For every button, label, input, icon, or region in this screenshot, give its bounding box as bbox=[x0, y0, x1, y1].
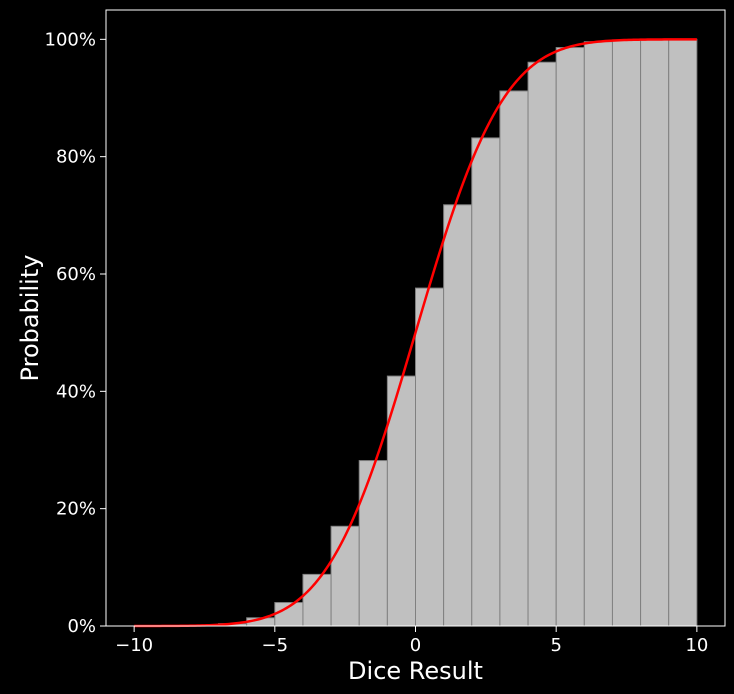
cdf-bar bbox=[640, 38, 670, 627]
cdf-bar bbox=[527, 61, 557, 627]
x-tick-label: 0 bbox=[410, 635, 421, 656]
y-tick-label: 60% bbox=[56, 264, 96, 285]
cdf-curve bbox=[134, 38, 697, 628]
x-tick-label: 10 bbox=[685, 635, 708, 656]
cdf-bar bbox=[415, 287, 445, 627]
cdf-bar bbox=[358, 460, 388, 627]
cdf-bar bbox=[471, 137, 501, 627]
bars-layer bbox=[189, 38, 698, 627]
x-tick-label: 5 bbox=[550, 635, 561, 656]
cdf-bar bbox=[668, 38, 698, 627]
cdf-bar bbox=[443, 204, 473, 627]
cdf-bar bbox=[499, 90, 529, 627]
y-tick-label: 20% bbox=[56, 499, 96, 520]
y-tick-label: 0% bbox=[67, 616, 96, 637]
cdf-bar bbox=[583, 41, 613, 627]
cdf-bar bbox=[611, 39, 642, 627]
x-tick-label: −10 bbox=[115, 635, 153, 656]
cdf-bar bbox=[555, 47, 585, 627]
x-tick-label: −5 bbox=[262, 635, 289, 656]
x-axis-title: Dice Result bbox=[348, 657, 483, 685]
cdf-bar bbox=[330, 525, 360, 627]
y-axis: 0% 20% 40% 60% 80% 100% bbox=[45, 29, 106, 637]
y-axis-title: Probability bbox=[16, 255, 44, 382]
y-tick-label: 80% bbox=[56, 147, 96, 168]
y-tick-label: 40% bbox=[56, 381, 96, 402]
y-tick-label: 100% bbox=[45, 29, 96, 50]
x-axis: −10 −5 0 5 10 bbox=[115, 626, 708, 656]
